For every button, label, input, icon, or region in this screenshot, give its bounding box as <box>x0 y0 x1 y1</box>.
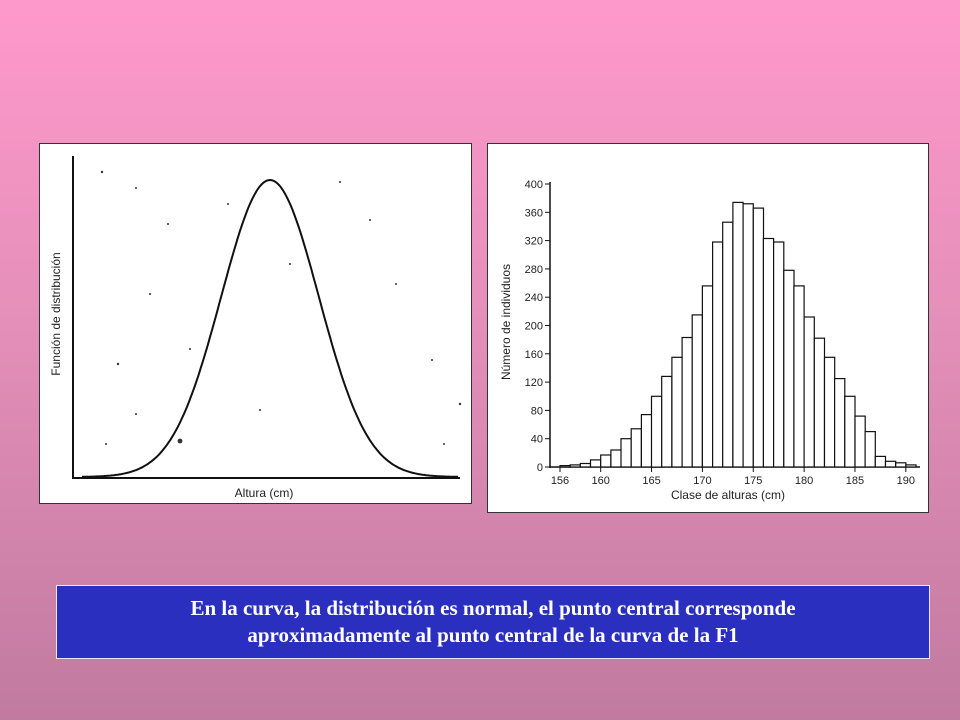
x-tick-label-5: 180 <box>795 475 813 487</box>
normal-curve-chart: Función de distribución Altura (cm) <box>49 156 462 500</box>
right-x-axis-label: Clase de alturas (cm) <box>671 488 785 502</box>
scan-specks <box>100 170 462 445</box>
speck-13 <box>339 181 341 183</box>
hist-bar-31 <box>874 455 887 468</box>
hist-bar-23 <box>793 285 805 468</box>
hist-bar-25 <box>813 337 826 468</box>
hist-bar-29 <box>854 415 866 468</box>
y-tick-label-5: 200 <box>525 321 543 333</box>
hist-bar-17 <box>732 201 744 468</box>
x-tick-label-0: 156 <box>551 475 569 487</box>
hist-y-ticks: 0 40 80 120 160 200 240 280 320 360 400 <box>525 179 550 474</box>
hist-bar-10 <box>661 375 673 468</box>
hist-bar-16 <box>722 221 734 468</box>
hist-bar-6 <box>620 438 632 468</box>
y-tick-label-4: 160 <box>525 349 543 361</box>
hist-bar-32 <box>884 460 897 468</box>
hist-bars <box>559 201 917 468</box>
hist-x-ticks: 156 160 165 170 175 180 185 190 <box>551 467 915 487</box>
speck-15 <box>227 203 229 205</box>
x-tick-label-3: 170 <box>693 475 711 487</box>
hist-bar-27 <box>834 378 846 468</box>
x-tick-label-7: 190 <box>897 475 915 487</box>
y-tick-label-0: 0 <box>537 462 543 474</box>
y-tick-label-7: 280 <box>525 264 543 276</box>
hist-bar-24 <box>803 316 815 468</box>
hist-bar-30 <box>864 431 876 468</box>
x-tick-label-2: 165 <box>642 475 660 487</box>
hist-bar-0 <box>559 465 571 468</box>
hist-bar-18 <box>742 203 754 468</box>
hist-bar-19 <box>752 207 765 468</box>
y-tick-label-9: 360 <box>525 207 543 219</box>
speck-7 <box>259 409 261 411</box>
hist-bar-15 <box>712 241 724 468</box>
speck-12 <box>105 443 107 445</box>
hist-bar-22 <box>783 269 795 468</box>
speck-11 <box>443 443 445 445</box>
speck-6 <box>177 438 183 444</box>
hist-bar-20 <box>762 237 775 468</box>
hist-bar-1 <box>569 464 581 468</box>
speck-17 <box>135 413 137 415</box>
y-tick-label-8: 320 <box>525 236 543 248</box>
x-tick-label-4: 175 <box>744 475 762 487</box>
hist-bar-4 <box>600 454 612 468</box>
normal-curve-line <box>82 178 458 478</box>
hist-bar-9 <box>650 395 663 468</box>
hist-bar-8 <box>640 414 653 468</box>
right-y-axis-label: Número de individuos <box>499 264 513 380</box>
hist-bar-33 <box>895 462 907 468</box>
x-tick-label-6: 185 <box>846 475 864 487</box>
hist-bar-21 <box>773 241 785 468</box>
caption-line-2: aproximadamente al punto central de la c… <box>247 623 739 647</box>
y-tick-label-2: 80 <box>531 405 543 417</box>
hist-bar-2 <box>579 462 592 468</box>
hist-bar-7 <box>630 428 642 468</box>
speck-0 <box>100 170 104 174</box>
hist-bar-26 <box>823 356 836 468</box>
speck-16 <box>458 402 462 406</box>
speck-14 <box>289 263 291 265</box>
left-x-axis-label: Altura (cm) <box>235 486 294 500</box>
caption-line-1: En la curva, la distribución es normal, … <box>190 596 796 620</box>
x-tick-label-1: 160 <box>592 475 610 487</box>
speck-3 <box>149 293 151 295</box>
left-chart-panel: Función de distribución Altura (cm) <box>39 143 472 504</box>
speck-1 <box>135 187 137 189</box>
hist-bar-14 <box>701 285 714 468</box>
hist-bar-5 <box>610 449 622 468</box>
hist-bar-3 <box>589 459 602 468</box>
speck-10 <box>431 359 433 361</box>
hist-bar-34 <box>905 464 917 468</box>
hist-bar-12 <box>681 336 693 468</box>
caption-box: En la curva, la distribución es normal, … <box>56 585 930 659</box>
speck-4 <box>116 362 120 366</box>
y-tick-label-3: 120 <box>525 377 543 389</box>
y-tick-label-6: 240 <box>525 292 543 304</box>
speck-5 <box>189 348 191 350</box>
hist-bar-13 <box>691 314 703 468</box>
hist-bar-11 <box>671 356 683 468</box>
y-tick-label-1: 40 <box>531 434 543 446</box>
hist-bar-28 <box>844 395 856 468</box>
speck-8 <box>369 219 371 221</box>
y-tick-label-10: 400 <box>525 179 543 191</box>
left-y-axis-label: Función de distribución <box>49 252 63 375</box>
speck-2 <box>167 223 169 225</box>
speck-9 <box>395 283 397 285</box>
right-chart-panel: 0 40 80 120 160 200 240 280 320 360 400 156 160 165 1… <box>487 143 929 513</box>
